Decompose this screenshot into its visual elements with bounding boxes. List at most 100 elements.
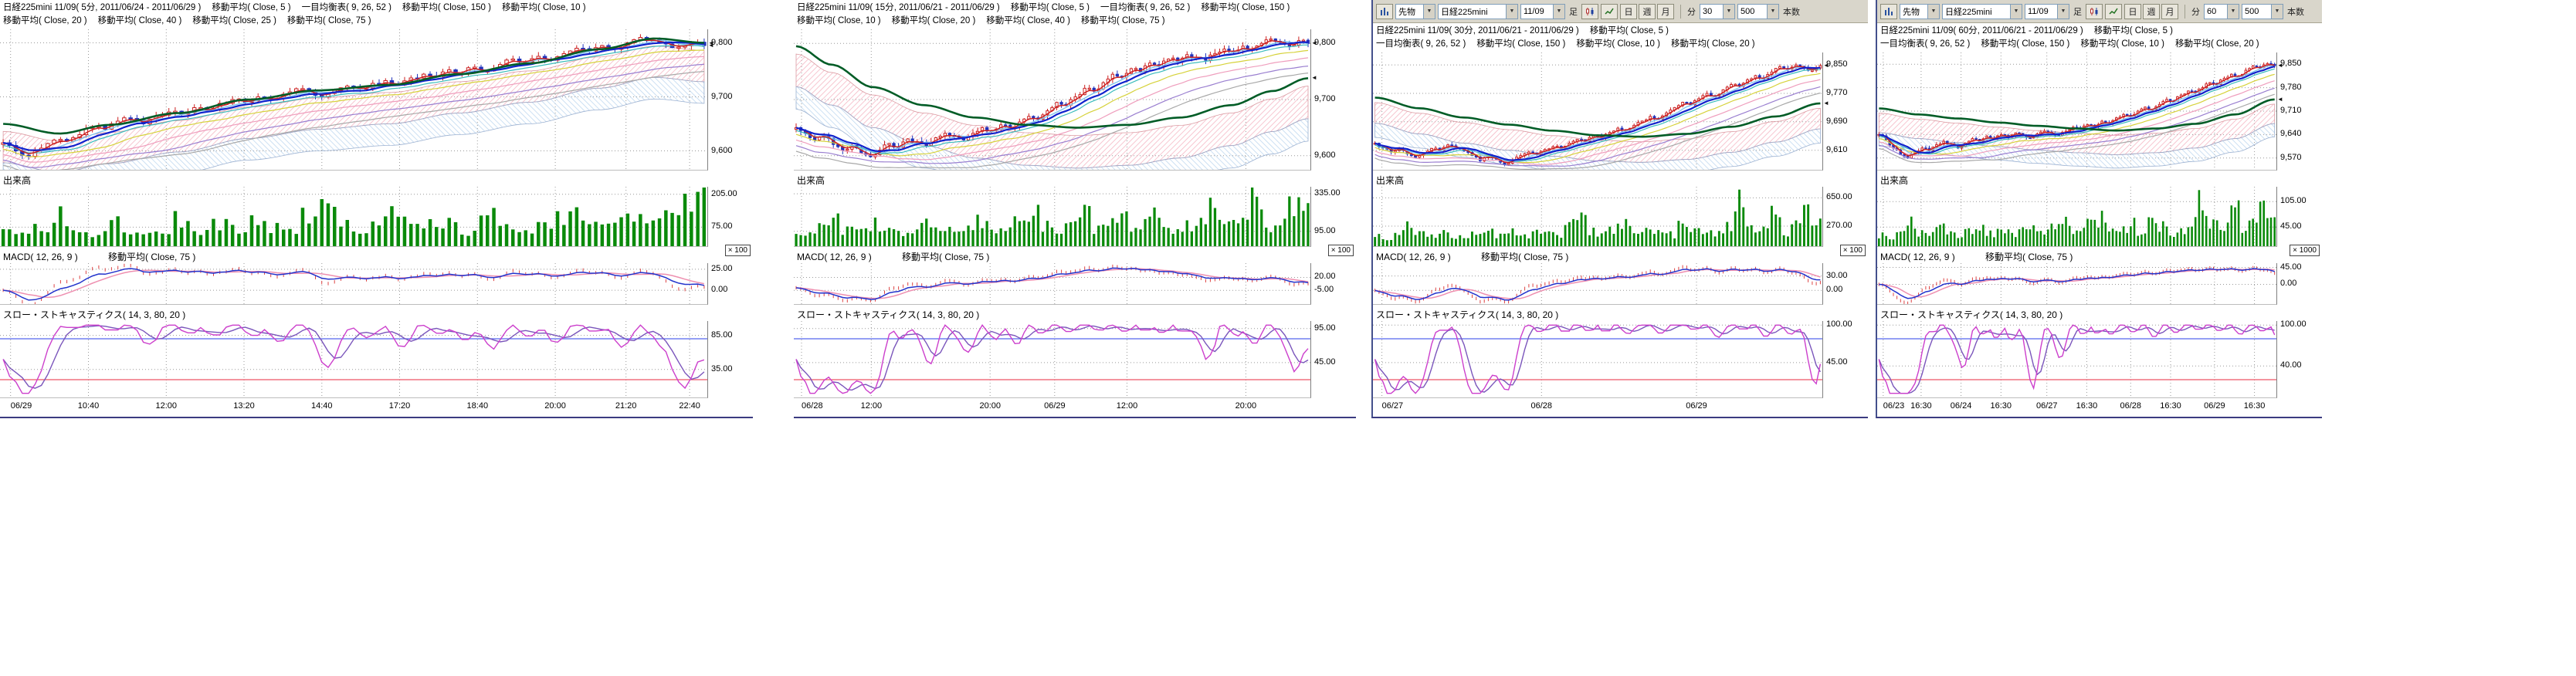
bar-count-label: 本数 (2287, 7, 2304, 17)
legend-item: 移動平均( Close, 5 ) (1010, 3, 1090, 12)
chevron-down-icon: ▼ (2271, 4, 2283, 19)
volume-chart[interactable] (1373, 187, 1823, 247)
macd-axis-label: 20.00 (1314, 272, 1336, 282)
price-axis-label: 9,780 (2280, 82, 2302, 92)
stochastics-chart[interactable] (1373, 321, 1823, 398)
stochastics-chart[interactable] (0, 321, 708, 398)
period-button[interactable]: 月 (2161, 3, 2178, 19)
candlestick-chart-button[interactable] (2086, 3, 2103, 19)
macd-chart[interactable] (794, 263, 1311, 305)
header-line-1: 日経225mini 11/09( 15分, 2011/06/21 - 2011/… (797, 2, 1353, 15)
price-chart[interactable] (794, 29, 1311, 171)
minutes-select[interactable]: 30 ▼ (1700, 3, 1735, 19)
time-tick-label: 16:30 (2076, 401, 2098, 411)
legend-item: 移動平均( Close, 5 ) (2093, 26, 2173, 35)
macd-section: 45.00 0.00 (1877, 262, 2322, 305)
legend-item: 移動平均( Close, 20 ) (3, 16, 87, 25)
price-chart[interactable] (1373, 52, 1823, 171)
header-line-2: 移動平均( Close, 10 ) 移動平均( Close, 20 ) 移動平均( … (797, 15, 1353, 28)
macd-caption-text: MACD( 12, 26, 9 ) (3, 252, 78, 262)
macd-chart[interactable] (1373, 263, 1823, 305)
period-button-group: 日週月 (2124, 3, 2180, 19)
time-axis-labels: 06/23 16:30 06/24 16:30 06/27 16:30 06/28 16:30… (1877, 398, 2277, 417)
volume-chart[interactable] (794, 187, 1311, 247)
minutes-select-value: 60 (2207, 6, 2217, 16)
price-axis: 9,850 9,770 9,690 9,610 ◄ ◄ (1823, 52, 1868, 171)
stoch-axis: 100.00 45.00 (1823, 319, 1868, 398)
legend-item: 移動平均( Close, 150 ) (1476, 39, 1566, 49)
stoch-axis: 100.00 40.00 (2277, 319, 2322, 398)
last-value-marker: ◄ (2277, 62, 2283, 69)
market-select[interactable]: 先物 ▼ (1395, 3, 1435, 19)
legend-item: 一目均衡表( 9, 26, 52 ) (1100, 3, 1191, 12)
market-select-value: 先物 (1903, 7, 1920, 17)
legend-item: 移動平均( Close, 25 ) (192, 16, 276, 25)
toolbar-separator (1680, 4, 1681, 19)
header-line-1: 日経225mini 11/09( 60分, 2011/06/21 - 2011/… (1880, 25, 2319, 38)
legend-item: 一目均衡表( 9, 26, 52 ) (1376, 39, 1466, 49)
symbol-select[interactable]: 日経225mini ▼ (1438, 3, 1518, 19)
line-chart-button[interactable] (2105, 3, 2122, 19)
stoch-axis: 95.00 45.00 (1311, 321, 1356, 398)
last-value-marker: ◄ (2277, 95, 2283, 103)
macd-chart[interactable] (0, 263, 708, 305)
price-chart[interactable] (1877, 52, 2277, 171)
chevron-down-icon: ▼ (2010, 4, 2022, 19)
legend-item: 移動平均( Close, 20 ) (1670, 39, 1755, 49)
volume-chart[interactable] (1877, 187, 2277, 247)
time-tick-label: 12:00 (860, 401, 883, 411)
price-axis: 9,850 9,780 9,710 9,640 9,570 ◄ ◄ (2277, 52, 2322, 171)
stochastics-chart[interactable] (1877, 321, 2277, 398)
stoch-axis-label: 100.00 (2280, 319, 2307, 330)
time-tick-label: 14:40 (311, 401, 333, 411)
symbol-select[interactable]: 日経225mini ▼ (1942, 3, 2022, 19)
price-axis-label: 9,610 (1826, 144, 1848, 154)
contract-month-select[interactable]: 11/09 ▼ (1520, 3, 1565, 19)
volume-caption: 出来高 (0, 171, 753, 187)
bar-count-select[interactable]: 500 ▼ (1737, 3, 1779, 19)
time-tick-label: 20:00 (979, 401, 1001, 411)
volume-section: × 100 650.00 270.00 (1373, 187, 1868, 256)
stoch-axis-label: 85.00 (711, 330, 733, 340)
legend-item: 移動平均( Close, 20 ) (2174, 39, 2259, 49)
period-button[interactable]: 週 (2143, 3, 2160, 19)
price-section: 9,850 9,770 9,690 9,610 ◄ ◄ (1373, 52, 1868, 171)
minutes-select[interactable]: 60 ▼ (2204, 3, 2239, 19)
volume-multiplier-badge: × 100 (1839, 245, 1866, 256)
period-button[interactable]: 日 (1620, 3, 1637, 19)
macd-chart[interactable] (1877, 263, 2277, 305)
chart-menu-button[interactable] (1880, 3, 1897, 19)
period-button[interactable]: 週 (1639, 3, 1656, 19)
volume-caption: 出来高 (794, 171, 1356, 187)
chevron-down-icon: ▼ (2057, 4, 2069, 19)
chart-menu-button[interactable] (1376, 3, 1393, 19)
stoch-caption: スロー・ストキャスティクス( 14, 3, 80, 20 ) (1373, 305, 1868, 321)
legend-item: 日経225mini 11/09( 30分, 2011/06/21 - 2011/… (1376, 26, 1579, 35)
contract-month-select[interactable]: 11/09 ▼ (2025, 3, 2069, 19)
header-line-2: 移動平均( Close, 20 ) 移動平均( Close, 40 ) 移動平均( … (3, 15, 750, 28)
stoch-caption: スロー・ストキャスティクス( 14, 3, 80, 20 ) (0, 305, 753, 321)
stochastics-section: 95.00 45.00 (794, 321, 1356, 398)
volume-caption-text: 出来高 (1376, 175, 1405, 186)
market-select[interactable]: 先物 ▼ (1900, 3, 1940, 19)
macd-section: 30.00 0.00 (1373, 263, 1868, 305)
stochastics-section: 100.00 40.00 (1877, 319, 2322, 398)
price-chart[interactable] (0, 29, 708, 171)
candlestick-chart-button[interactable] (1581, 3, 1598, 19)
line-chart-button[interactable] (1601, 3, 1618, 19)
period-button[interactable]: 日 (2124, 3, 2141, 19)
volume-axis-label: 650.00 (1826, 192, 1852, 202)
time-axis: 06/29 10:40 12:00 13:20 14:40 17:20 18:40 20:00… (0, 398, 753, 417)
volume-axis: × 100 205.00 75.00 (708, 187, 753, 256)
bar-count-select[interactable]: 500 ▼ (2242, 3, 2283, 19)
macd-axis: 25.00 0.00 (708, 263, 753, 305)
macd-caption: MACD( 12, 26, 9 ) 移動平均( Close, 75 ) (1877, 247, 2322, 263)
legend-item: 移動平均( Close, 10 ) (797, 16, 881, 25)
time-tick-label: 06/29 (10, 401, 32, 411)
stochastics-chart[interactable] (794, 321, 1311, 398)
volume-axis-label: 95.00 (1314, 225, 1336, 235)
chevron-down-icon: ▼ (1506, 4, 1517, 19)
volume-chart[interactable] (0, 187, 708, 247)
period-button[interactable]: 月 (1657, 3, 1674, 19)
